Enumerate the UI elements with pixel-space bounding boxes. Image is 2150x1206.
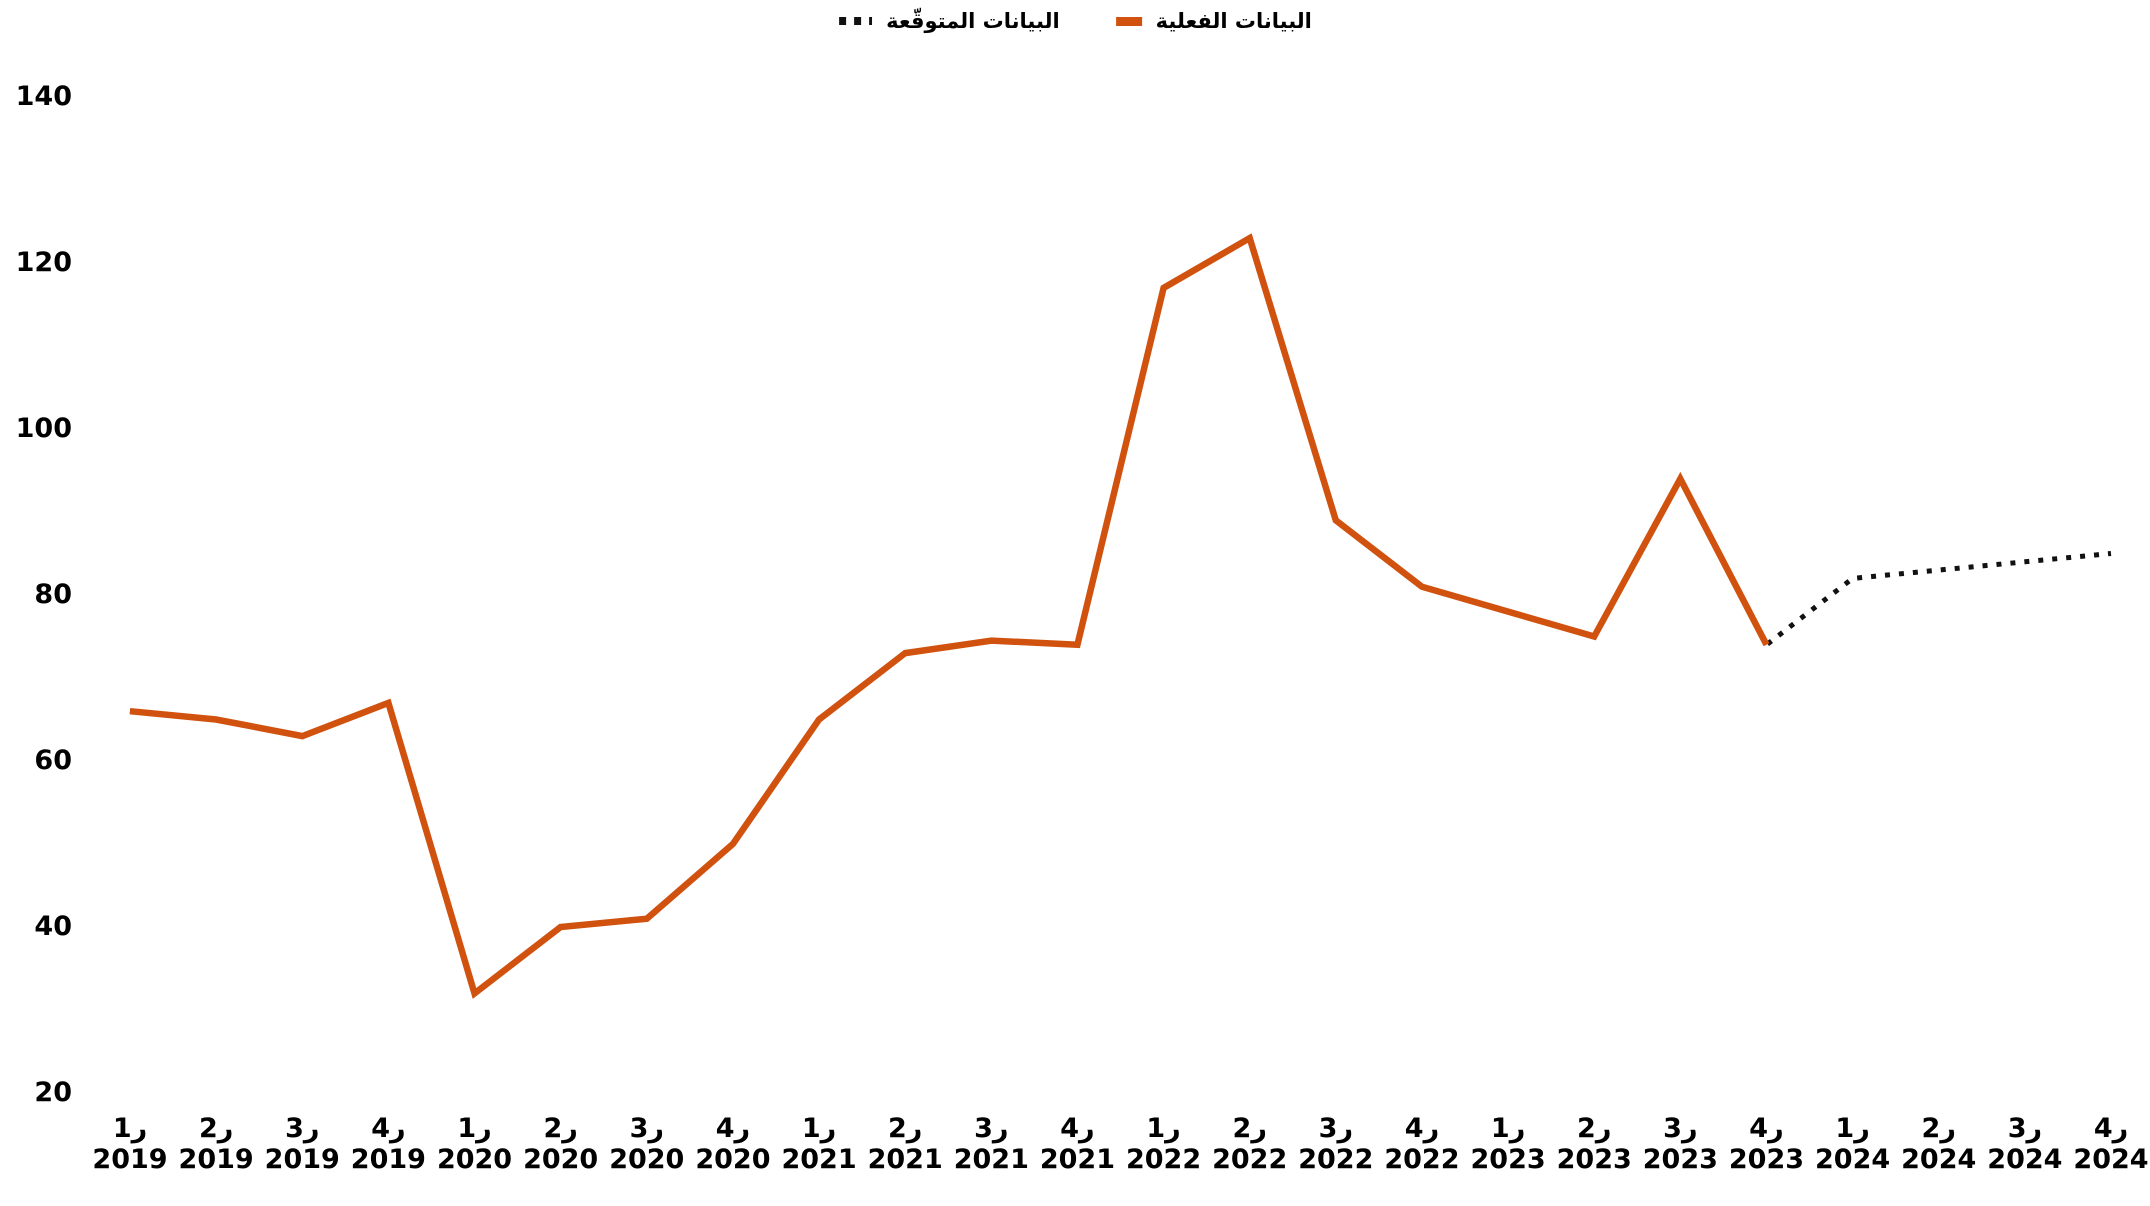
x-tick-label: ر2 2020 (496, 1113, 626, 1175)
x-tick-quarter: ر1 (801, 1113, 837, 1144)
x-tick-year: 2024 (1987, 1144, 2063, 1175)
legend-label-forecast: البيانات المتوقّعة (886, 9, 1060, 33)
x-tick-label: ر4 2021 (1012, 1113, 1142, 1175)
x-tick-quarter: ر2 (198, 1113, 234, 1144)
x-tick-quarter: ر3 (974, 1113, 1009, 1144)
x-tick-label: ر2 2021 (840, 1113, 970, 1175)
y-tick-label: 100 (15, 413, 72, 444)
x-tick-label: ر1 2020 (410, 1113, 540, 1175)
x-tick-label: ر2 2022 (1185, 1113, 1315, 1175)
actual-line-marker (1115, 16, 1142, 26)
y-tick-label: 120 (15, 247, 72, 278)
x-tick-label: ر3 2021 (926, 1113, 1056, 1175)
x-tick-year: 2023 (1642, 1144, 1718, 1175)
x-tick-quarter: ر2 (1577, 1113, 1612, 1144)
x-tick-label: ر2 2019 (151, 1113, 281, 1175)
forecast-line-marker (839, 17, 873, 25)
x-tick-label: ر4 2024 (2046, 1113, 2150, 1175)
x-tick-quarter: ر3 (1318, 1113, 1353, 1144)
x-tick-quarter: ر3 (2007, 1113, 2043, 1144)
actual-series-line (129, 233, 1770, 999)
x-tick-label: ر3 2020 (582, 1113, 712, 1175)
x-tick-label: ر1 2019 (65, 1113, 195, 1175)
x-tick-quarter: ر1 (1835, 1113, 1870, 1144)
x-tick-label: ر1 2021 (754, 1113, 884, 1175)
x-tick-year: 2019 (178, 1144, 254, 1175)
x-tick-label: ر3 2024 (1960, 1113, 2090, 1175)
legend: البيانات المتوقّعة البيانات الفعلية (838, 5, 1312, 37)
y-tick-label: 20 (34, 1077, 72, 1108)
x-tick-quarter: ر3 (1663, 1113, 1698, 1144)
x-tick-label: ر3 2019 (237, 1113, 367, 1175)
x-tick-label: ر4 2020 (668, 1113, 798, 1175)
x-tick-quarter: ر2 (887, 1113, 923, 1144)
x-tick-quarter: ر1 (112, 1113, 148, 1144)
x-tick-quarter: ر3 (629, 1113, 664, 1144)
legend-label-actual: البيانات الفعلية (1155, 9, 1312, 33)
forecast-series-line (129, 234, 2112, 998)
x-tick-quarter: ر4 (715, 1113, 751, 1144)
x-tick-year: 2024 (1815, 1144, 1891, 1175)
y-tick-label: 60 (34, 745, 72, 776)
x-tick-year: 2020 (436, 1144, 513, 1175)
x-tick-year: 2020 (523, 1144, 599, 1175)
x-tick-year: 2023 (1470, 1144, 1546, 1175)
x-tick-quarter: ر1 (457, 1113, 492, 1144)
x-tick-quarter: ر4 (2093, 1113, 2129, 1144)
x-tick-label: ر2 2024 (1874, 1113, 2004, 1175)
x-tick-year: 2019 (264, 1144, 340, 1175)
x-tick-quarter: ر1 (1146, 1113, 1181, 1144)
x-tick-quarter: ر2 (543, 1113, 578, 1144)
x-tick-quarter: ر4 (371, 1113, 406, 1144)
x-tick-quarter: ر4 (1404, 1113, 1440, 1144)
x-tick-quarter: ر2 (1232, 1113, 1267, 1144)
x-tick-quarter: ر4 (1060, 1113, 1095, 1144)
legend-item-actual: البيانات الفعلية (1115, 9, 1312, 33)
x-tick-quarter: ر3 (285, 1113, 320, 1144)
x-tick-label: ر1 2024 (1788, 1113, 1918, 1175)
x-tick-label: ر3 2023 (1615, 1113, 1745, 1175)
x-tick-year: 2021 (781, 1144, 857, 1175)
x-tick-year: 2019 (92, 1144, 168, 1175)
y-tick-label: 80 (34, 579, 72, 610)
x-tick-year: 2022 (1125, 1144, 1202, 1175)
x-tick-year: 2022 (1212, 1144, 1288, 1175)
x-tick-year: 2020 (695, 1144, 771, 1175)
x-tick-year: 2023 (1556, 1144, 1632, 1175)
x-tick-year: 2021 (867, 1144, 943, 1175)
x-tick-year: 2022 (1298, 1144, 1374, 1175)
x-tick-year: 2021 (1039, 1144, 1115, 1175)
x-tick-year: 2024 (2073, 1144, 2149, 1175)
x-tick-year: 2022 (1384, 1144, 1460, 1175)
x-tick-quarter: ر4 (1749, 1113, 1784, 1144)
x-tick-year: 2024 (1901, 1144, 1977, 1175)
x-tick-label: ر4 2019 (323, 1113, 453, 1175)
y-tick-label: 40 (34, 911, 72, 942)
x-tick-label: ر3 2022 (1271, 1113, 1401, 1175)
x-tick-quarter: ر2 (1921, 1113, 1956, 1144)
x-tick-year: 2020 (609, 1144, 685, 1175)
y-tick-label: 140 (15, 81, 72, 112)
x-tick-year: 2021 (953, 1144, 1029, 1175)
x-tick-label: ر4 2023 (1701, 1113, 1831, 1175)
x-tick-label: ر1 2023 (1443, 1113, 1573, 1175)
x-tick-year: 2023 (1728, 1144, 1805, 1175)
x-tick-year: 2019 (350, 1144, 426, 1175)
x-tick-quarter: ر1 (1490, 1113, 1526, 1144)
x-tick-label: ر2 2023 (1529, 1113, 1659, 1175)
x-tick-label: ر4 2022 (1357, 1113, 1487, 1175)
x-tick-label: ر1 2022 (1099, 1113, 1229, 1175)
legend-item-forecast: البيانات المتوقّعة (838, 9, 1060, 33)
